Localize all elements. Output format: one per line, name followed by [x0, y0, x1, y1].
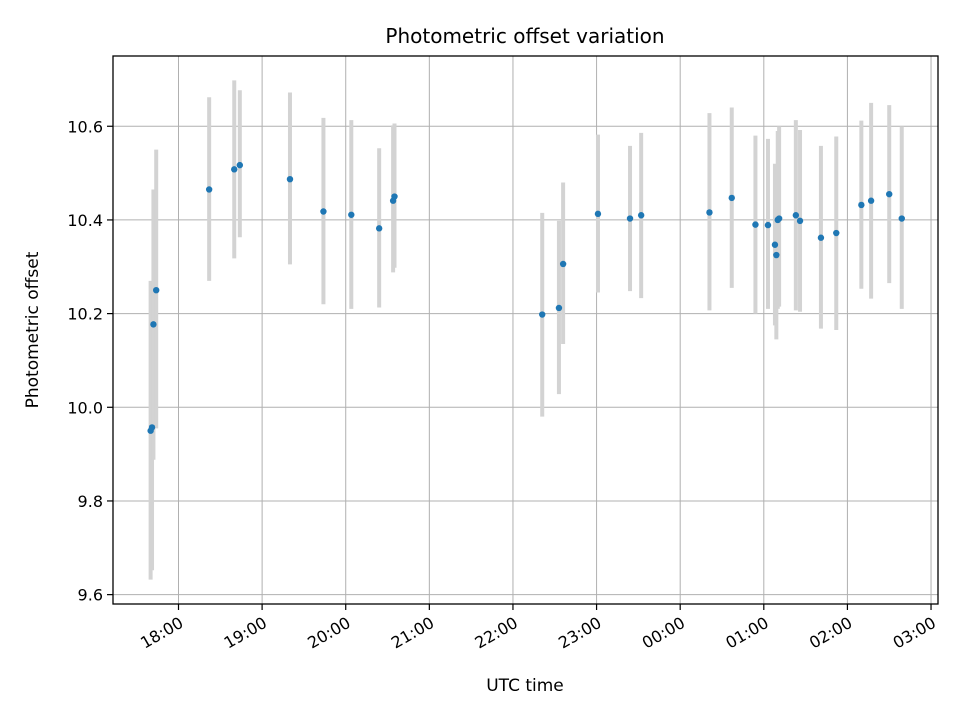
- data-point: [637, 212, 645, 219]
- chart-title: Photometric offset variation: [385, 24, 664, 48]
- data-point: [236, 161, 244, 169]
- data-point: [320, 208, 327, 215]
- data-point: [153, 286, 160, 294]
- data-points: [147, 161, 905, 434]
- data-point: [375, 225, 383, 232]
- data-point: [773, 251, 780, 259]
- data-point: [286, 175, 294, 183]
- data-point: [817, 234, 825, 241]
- data-point: [594, 210, 602, 218]
- data-point: [867, 197, 875, 204]
- data-point: [792, 212, 800, 219]
- x-axis-label: UTC time: [486, 676, 564, 696]
- y-tick-label: 10.6: [67, 117, 103, 136]
- data-point: [205, 186, 213, 193]
- data-point: [858, 201, 865, 209]
- y-tick-label: 10.4: [67, 211, 103, 230]
- data-point: [391, 193, 398, 200]
- y-tick-label: 10.2: [67, 305, 103, 324]
- data-point: [559, 260, 567, 268]
- data-point: [555, 304, 563, 312]
- data-point: [886, 190, 893, 198]
- data-point: [539, 311, 546, 318]
- data-point: [150, 321, 157, 328]
- data-point: [626, 215, 634, 222]
- data-point: [752, 221, 759, 228]
- data-point: [771, 241, 779, 248]
- y-tick-label: 10.0: [67, 398, 103, 417]
- data-point: [231, 166, 238, 173]
- data-point: [796, 217, 804, 225]
- data-point: [728, 194, 735, 202]
- data-point: [775, 215, 783, 222]
- data-point: [148, 424, 156, 431]
- data-point: [764, 221, 772, 229]
- y-tick-label: 9.8: [78, 492, 103, 511]
- data-point: [833, 229, 840, 237]
- plot-frame: [112, 55, 939, 605]
- y-axis-label: Photometric offset: [23, 251, 43, 408]
- y-tick-label: 9.6: [78, 586, 103, 605]
- data-point: [706, 209, 713, 216]
- data-point: [898, 215, 905, 222]
- data-point: [348, 211, 355, 218]
